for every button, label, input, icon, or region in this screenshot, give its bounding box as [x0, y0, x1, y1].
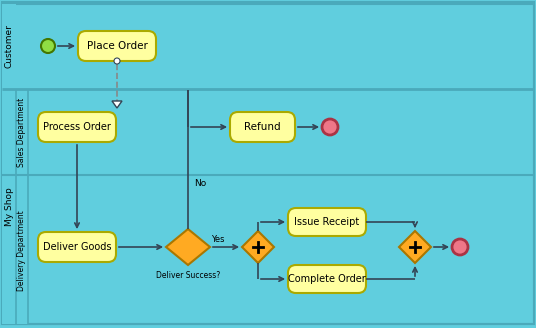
Polygon shape — [242, 231, 274, 263]
FancyBboxPatch shape — [38, 232, 116, 262]
Circle shape — [41, 39, 55, 53]
FancyBboxPatch shape — [288, 208, 366, 236]
Text: No: No — [194, 179, 206, 189]
Text: Place Order: Place Order — [86, 41, 147, 51]
Polygon shape — [112, 101, 122, 108]
Text: Sales Department: Sales Department — [18, 97, 26, 167]
Text: Yes: Yes — [211, 235, 225, 243]
Polygon shape — [166, 229, 210, 265]
FancyBboxPatch shape — [38, 112, 116, 142]
Text: Issue Receipt: Issue Receipt — [294, 217, 360, 227]
Text: Refund: Refund — [244, 122, 281, 132]
Circle shape — [452, 239, 468, 255]
Polygon shape — [399, 231, 431, 263]
Circle shape — [322, 119, 338, 135]
FancyBboxPatch shape — [230, 112, 295, 142]
Bar — [2, 4, 16, 324]
Bar — [16, 90, 28, 324]
Text: Delivery Department: Delivery Department — [18, 211, 26, 291]
Text: Process Order: Process Order — [43, 122, 111, 132]
FancyBboxPatch shape — [78, 31, 156, 61]
FancyBboxPatch shape — [288, 265, 366, 293]
Circle shape — [114, 58, 120, 64]
Text: Customer: Customer — [4, 24, 13, 68]
Text: Complete Order: Complete Order — [288, 274, 366, 284]
Text: Deliver Success?: Deliver Success? — [156, 271, 220, 279]
Text: My Shop: My Shop — [4, 188, 13, 226]
Text: Deliver Goods: Deliver Goods — [43, 242, 111, 252]
